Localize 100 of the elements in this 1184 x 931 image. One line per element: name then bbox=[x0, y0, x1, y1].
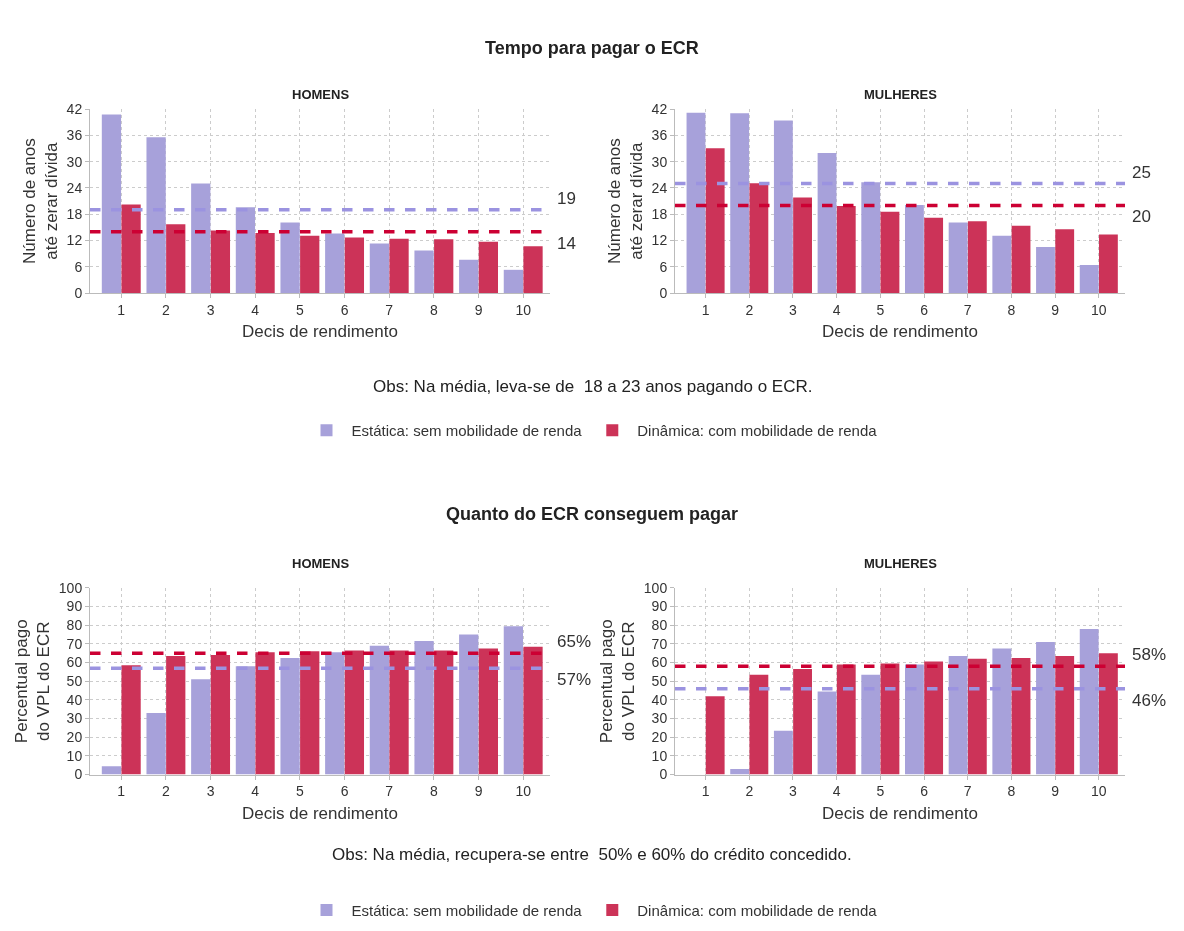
chart-subtitle: HOMENS bbox=[292, 87, 350, 102]
ref-line-label: 25 bbox=[1132, 163, 1151, 182]
x-tick-label: 7 bbox=[963, 301, 972, 318]
x-tick-label: 7 bbox=[385, 783, 394, 800]
y-tick-label: 50 bbox=[66, 673, 83, 690]
y-tick-label: 0 bbox=[659, 284, 668, 301]
x-tick-label: 2 bbox=[162, 783, 171, 800]
x-axis-title: Decis de rendimento bbox=[242, 322, 398, 342]
y-axis-title: Número de anos até zerar dívida bbox=[605, 138, 647, 264]
y-tick-label: 20 bbox=[66, 729, 83, 746]
x-tick-label: 5 bbox=[876, 783, 885, 800]
y-tick-label: 24 bbox=[651, 179, 668, 196]
text: Obs: Na média, leva-se de 18 a 23 anos pagando o ECR. bbox=[373, 377, 813, 396]
y-tick-label: 18 bbox=[66, 206, 83, 223]
y-tick-label: 90 bbox=[66, 598, 83, 615]
x-tick-label: 4 bbox=[832, 783, 841, 800]
x-tick-label: 5 bbox=[296, 783, 304, 800]
x-tick-label: 3 bbox=[789, 301, 798, 318]
bar bbox=[235, 666, 256, 775]
x-tick-label: 1 bbox=[117, 301, 126, 318]
bar bbox=[730, 113, 750, 294]
bar bbox=[523, 246, 543, 294]
chart-subtitle: MULHERES bbox=[864, 87, 938, 102]
y-tick-label: 0 bbox=[659, 766, 668, 783]
x-tick-label: 1 bbox=[701, 783, 710, 800]
x-tick-label: 9 bbox=[1051, 301, 1060, 318]
bar bbox=[924, 661, 944, 775]
legend-label: Dinâmica: com mobilidade de renda bbox=[637, 422, 878, 440]
y-tick-label: 100 bbox=[58, 579, 83, 596]
bar bbox=[459, 634, 479, 775]
x-tick-label: 7 bbox=[385, 301, 394, 318]
y-tick-label: 12 bbox=[66, 232, 83, 249]
bar bbox=[300, 651, 320, 775]
bar bbox=[1079, 628, 1099, 775]
bar bbox=[121, 665, 141, 775]
y-tick-label: 30 bbox=[66, 153, 83, 170]
ref-line-label: 65% bbox=[557, 632, 592, 651]
x-tick-label: 2 bbox=[162, 301, 171, 318]
y-tick-label: 30 bbox=[651, 153, 668, 170]
bar bbox=[967, 221, 987, 294]
x-tick-label: 3 bbox=[206, 301, 215, 318]
y-tick-label: 10 bbox=[651, 747, 668, 764]
x-tick-label: 4 bbox=[832, 301, 841, 318]
bar bbox=[992, 235, 1012, 294]
bar bbox=[434, 239, 454, 294]
bar bbox=[459, 259, 479, 294]
x-tick-label: 5 bbox=[876, 301, 885, 318]
bar bbox=[503, 626, 524, 775]
x-tick-label: 6 bbox=[340, 301, 349, 318]
bar bbox=[793, 669, 812, 775]
bar bbox=[861, 674, 881, 775]
bar bbox=[905, 664, 924, 775]
ref-line-label: 57% bbox=[557, 670, 592, 689]
x-tick-label: 3 bbox=[789, 783, 798, 800]
bar bbox=[749, 183, 769, 294]
ref-line-label: 58% bbox=[1132, 645, 1167, 664]
bar bbox=[344, 237, 365, 294]
bar bbox=[836, 205, 856, 294]
text: Tempo para pagar o ECR bbox=[485, 38, 699, 58]
bar bbox=[861, 182, 881, 294]
x-tick-label: 10 bbox=[515, 301, 532, 318]
bar bbox=[325, 652, 345, 775]
y-tick-label: 12 bbox=[651, 232, 668, 249]
bar bbox=[1098, 234, 1118, 294]
y-tick-label: 80 bbox=[66, 617, 83, 634]
bar bbox=[1011, 657, 1031, 775]
x-tick-label: 1 bbox=[117, 783, 126, 800]
bar bbox=[730, 768, 750, 775]
y-tick-label: 100 bbox=[643, 579, 668, 596]
bar bbox=[191, 183, 211, 294]
y-tick-label: 50 bbox=[651, 673, 668, 690]
bar bbox=[210, 230, 231, 294]
bar bbox=[817, 152, 837, 294]
bar bbox=[478, 241, 498, 294]
x-axis-title: Decis de rendimento bbox=[822, 803, 978, 823]
y-tick-label: 30 bbox=[651, 710, 668, 727]
x-tick-label: 10 bbox=[1091, 301, 1107, 318]
y-axis-title: Número de anos até zerar dívida bbox=[20, 138, 62, 264]
bar bbox=[773, 730, 793, 775]
bar bbox=[1036, 642, 1055, 775]
bar bbox=[210, 655, 231, 775]
bar bbox=[1055, 656, 1075, 775]
x-axis-title: Decis de rendimento bbox=[242, 803, 398, 823]
bar bbox=[414, 641, 434, 775]
y-tick-label: 6 bbox=[74, 258, 83, 275]
bar bbox=[905, 205, 924, 294]
bar bbox=[749, 674, 769, 775]
y-tick-label: 42 bbox=[66, 101, 83, 118]
y-tick-label: 60 bbox=[651, 654, 668, 671]
y-tick-label: 36 bbox=[66, 127, 83, 144]
x-tick-label: 8 bbox=[429, 301, 438, 318]
bar bbox=[967, 658, 987, 775]
legend-label: Estática: sem mobilidade de renda bbox=[351, 901, 583, 919]
ref-line-label: 46% bbox=[1132, 691, 1167, 710]
bar bbox=[705, 148, 725, 294]
y-tick-label: 70 bbox=[66, 635, 83, 652]
bar bbox=[1011, 225, 1031, 294]
y-tick-label: 40 bbox=[651, 691, 668, 708]
x-tick-label: 7 bbox=[963, 783, 972, 800]
bar bbox=[369, 645, 390, 775]
